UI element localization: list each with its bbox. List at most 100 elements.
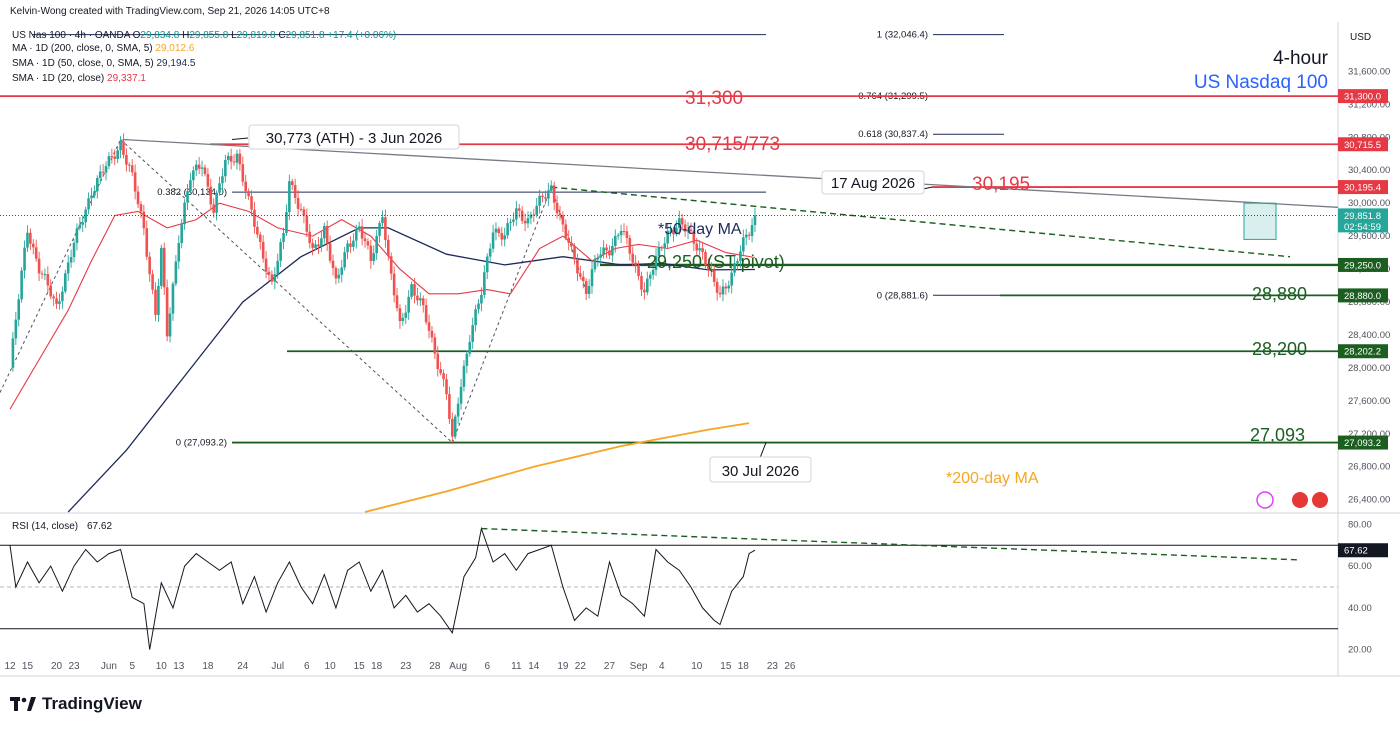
candle-body bbox=[485, 256, 489, 273]
price-tick-label: 30,400.00 bbox=[1348, 165, 1390, 176]
ohlc-o-label: O bbox=[132, 30, 141, 41]
level-tag: 28,202.2 bbox=[1344, 347, 1381, 358]
price-tick-label: 27,600.00 bbox=[1348, 396, 1390, 407]
time-tick-label: 12 bbox=[4, 661, 16, 672]
candle-body bbox=[119, 141, 122, 151]
currency-label[interactable]: USD bbox=[1350, 32, 1372, 43]
candle-body bbox=[404, 312, 408, 318]
candle-body bbox=[55, 298, 58, 304]
tradingview-logo-icon bbox=[10, 697, 36, 711]
indicator-sma20[interactable]: SMA · 1D (20, close) 29,337.1 bbox=[12, 73, 146, 84]
level-tag-bg bbox=[1338, 257, 1388, 272]
candle-body bbox=[584, 281, 588, 294]
level-label: 29,250 (ST pivot) bbox=[647, 252, 785, 272]
candle-body bbox=[369, 245, 373, 262]
indicator-sma50-value: 29,194.5 bbox=[156, 58, 196, 69]
candle-body bbox=[442, 373, 445, 380]
candle-body bbox=[363, 238, 367, 242]
ohlc-close: 29,851.8 bbox=[285, 30, 325, 41]
candle-body bbox=[590, 269, 594, 287]
lightning-icon bbox=[1256, 491, 1274, 509]
candle-body bbox=[58, 301, 61, 304]
candle-body bbox=[17, 299, 21, 320]
fib-level-label: 0.382 (30,134.0) bbox=[157, 187, 227, 198]
candle-body bbox=[296, 197, 300, 209]
time-tick-label: 27 bbox=[604, 661, 616, 672]
candle-body bbox=[320, 238, 323, 247]
price-tick-label: 26,800.00 bbox=[1348, 462, 1390, 473]
ohlc-high: 29,855.8 bbox=[189, 30, 229, 41]
candle-body bbox=[192, 170, 195, 181]
indicator-ma200[interactable]: MA · 1D (200, close, 0, SMA, 5) 29,012.6 bbox=[12, 43, 194, 54]
annotation-pointer bbox=[231, 137, 249, 141]
candle-body bbox=[282, 232, 285, 243]
candle-body bbox=[724, 286, 728, 289]
candle-body bbox=[375, 235, 378, 254]
symbol-name: US Nas 100 · 4h · OANDA bbox=[12, 30, 130, 41]
indicator-sma50[interactable]: SMA · 1D (50, close, 0, SMA, 5) 29,194.5 bbox=[12, 58, 195, 69]
candle-body bbox=[162, 247, 166, 288]
candle-body bbox=[104, 166, 108, 173]
level-label: 27,093 bbox=[1250, 425, 1305, 445]
candle-body bbox=[96, 178, 99, 192]
tradingview-logo[interactable]: TradingView bbox=[10, 694, 142, 714]
time-tick-label: 23 bbox=[68, 661, 80, 672]
chart-instrument: US Nasdaq 100 bbox=[1194, 72, 1328, 93]
candle-body bbox=[488, 248, 492, 257]
price-tick-label: 28,400.00 bbox=[1348, 330, 1390, 341]
candle-body bbox=[410, 284, 413, 297]
candle-body bbox=[302, 209, 306, 216]
time-tick-label: 23 bbox=[767, 661, 779, 672]
candle-body bbox=[517, 208, 521, 211]
candle-body bbox=[643, 289, 646, 293]
candle-body bbox=[101, 171, 105, 173]
candle-body bbox=[346, 243, 349, 253]
bar-countdown: 02:54:59 bbox=[1344, 222, 1381, 233]
candle-body bbox=[561, 215, 565, 225]
level-tag-bg bbox=[1338, 344, 1388, 359]
candle-body bbox=[360, 226, 364, 239]
time-tick-label: Jul bbox=[271, 661, 284, 672]
candle-body bbox=[43, 274, 47, 276]
candle-body bbox=[628, 237, 632, 254]
time-tick-label: 20 bbox=[51, 661, 63, 672]
candle-body bbox=[640, 276, 643, 290]
candle-body bbox=[613, 235, 617, 247]
us-flag-icon bbox=[1312, 492, 1328, 508]
ohlc-low: 29,819.8 bbox=[236, 30, 276, 41]
level-tag: 29,250.0 bbox=[1344, 260, 1381, 271]
candle-body bbox=[712, 270, 716, 282]
candle-body bbox=[279, 242, 282, 261]
candle-body bbox=[165, 287, 169, 337]
time-tick-label: 4 bbox=[659, 661, 665, 672]
candle-body bbox=[215, 192, 218, 213]
candle-body bbox=[238, 153, 242, 165]
candle-body bbox=[354, 228, 358, 241]
fib-level-label: 0 (27,093.2) bbox=[176, 438, 227, 449]
candle-body bbox=[168, 313, 172, 337]
candle-body bbox=[515, 208, 518, 220]
candle-body bbox=[480, 294, 483, 304]
candle-body bbox=[328, 243, 332, 261]
candle-body bbox=[433, 337, 437, 354]
level-tag-bg bbox=[1338, 180, 1388, 195]
candle-body bbox=[471, 325, 474, 342]
sma50-annotation: *50-day MA bbox=[658, 221, 742, 238]
candle-body bbox=[299, 208, 303, 210]
candle-body bbox=[648, 274, 652, 279]
low-annotation: 30 Jul 2026 bbox=[722, 463, 800, 480]
candle-body bbox=[392, 273, 396, 296]
candle-body bbox=[424, 305, 428, 323]
candle-body bbox=[189, 180, 192, 192]
candle-body bbox=[337, 274, 341, 279]
falling-trendline bbox=[551, 186, 1291, 258]
ohlc-h-label: H bbox=[182, 30, 190, 41]
candle-body bbox=[538, 195, 541, 206]
candle-body bbox=[78, 224, 82, 229]
candle-body bbox=[174, 261, 178, 284]
candle-body bbox=[63, 273, 67, 292]
candle-body bbox=[645, 278, 649, 293]
candle-body bbox=[503, 235, 506, 240]
candle-body bbox=[285, 212, 288, 233]
